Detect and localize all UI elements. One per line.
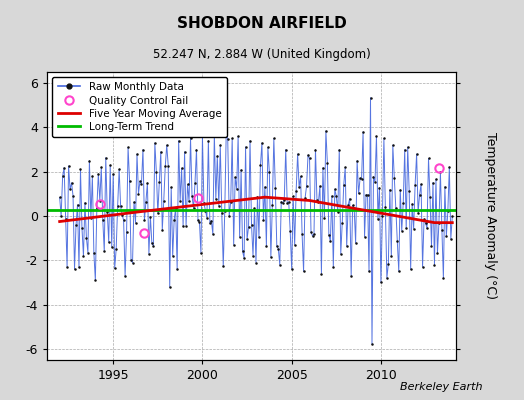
Text: SHOBDON AIRFIELD: SHOBDON AIRFIELD xyxy=(177,16,347,31)
Text: 52.247 N, 2.884 W (United Kingdom): 52.247 N, 2.884 W (United Kingdom) xyxy=(153,48,371,61)
Legend: Raw Monthly Data, Quality Control Fail, Five Year Moving Average, Long-Term Tren: Raw Monthly Data, Quality Control Fail, … xyxy=(52,77,227,137)
Y-axis label: Temperature Anomaly (°C): Temperature Anomaly (°C) xyxy=(484,132,497,300)
Text: Berkeley Earth: Berkeley Earth xyxy=(400,382,482,392)
